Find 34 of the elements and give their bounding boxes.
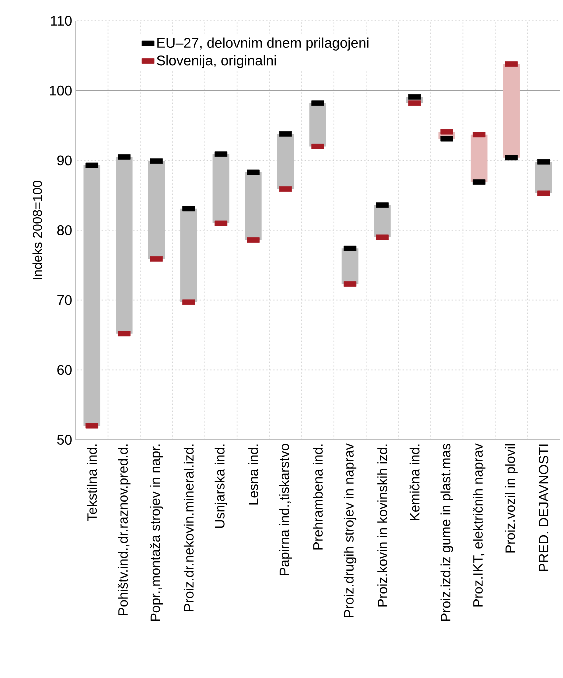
bar <box>180 208 198 302</box>
bar <box>212 154 230 224</box>
bar <box>245 172 262 240</box>
legend-label: EU–27, delovnim dnem prilagojeni <box>158 38 369 51</box>
x-tick-label: Usnjarska ind. <box>214 444 228 528</box>
bar <box>503 64 520 158</box>
x-tick-label: Proz.IKT, električnih naprav <box>473 444 486 607</box>
x-tick-label: Kemična ind. <box>410 444 420 520</box>
x-tick-label: Tekstilna ind. <box>87 444 98 522</box>
y-tick-label: 60 <box>58 365 72 376</box>
y-tick-label: 90 <box>58 156 72 166</box>
x-tick-label: Popr.,montaža strojev in napr. <box>150 444 163 622</box>
bar <box>148 161 166 260</box>
x-tick-label: PRED. DEJAVNOSTI <box>539 444 549 572</box>
x-tick-label: Prehrambena ind. <box>313 444 323 550</box>
y-axis-title: Indeks 2008=100 <box>32 180 42 280</box>
y-tick-label: 100 <box>50 86 72 96</box>
x-tick-label: Proiz.dr.nekovin.mineral.izd. <box>184 444 194 612</box>
bar <box>84 166 101 426</box>
bar <box>310 103 326 147</box>
x-tick-label: Proiz.kovin in kovinskih izd. <box>378 444 388 607</box>
y-tick-label: 50 <box>57 435 72 445</box>
x-tick-label: Lesna ind. <box>248 444 258 505</box>
legend-label: Slovenija, originalni <box>157 55 276 68</box>
bar <box>116 157 133 334</box>
x-tick-label: Proiz.izd.iz gume in plast.mas <box>440 444 454 621</box>
y-tick-label: 80 <box>58 226 72 236</box>
y-tick-label: 110 <box>51 16 72 26</box>
y-tick-label: 70 <box>58 295 72 306</box>
x-tick-label: Proiz.vozil in plovil <box>505 444 518 553</box>
x-tick-label: Proiz.drugih strojev in naprav <box>344 444 357 618</box>
bar <box>277 134 294 190</box>
x-tick-label: Pohištv.ind.,dr.raznov.pred.d. <box>118 444 131 616</box>
x-tick-label: Papirna ind.,tiskarstvo <box>279 444 292 576</box>
